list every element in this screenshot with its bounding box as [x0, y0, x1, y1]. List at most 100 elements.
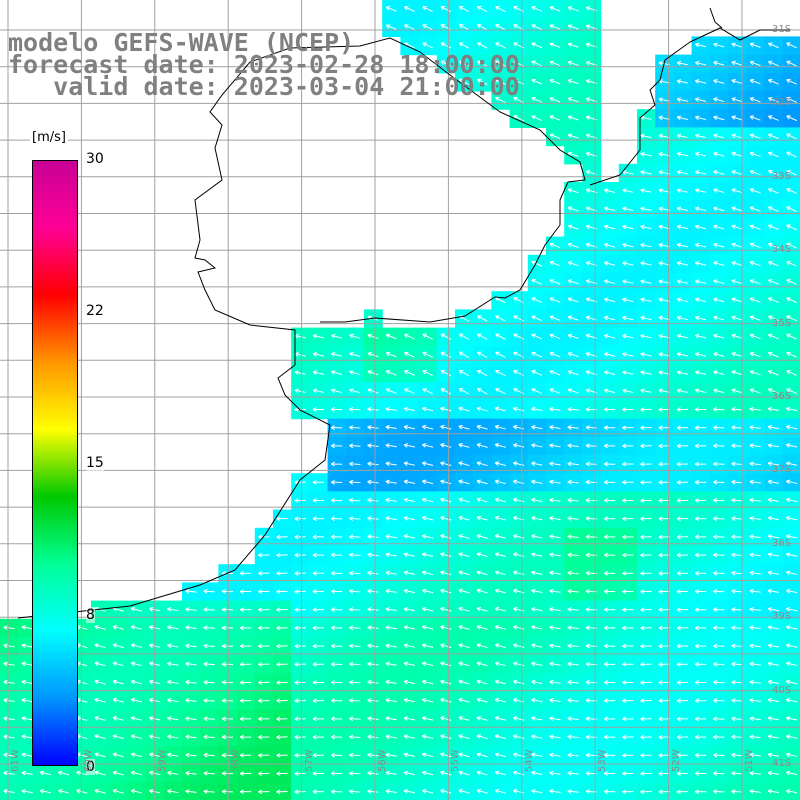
wind-arrow — [495, 333, 506, 340]
wind-arrow — [713, 352, 725, 357]
wind-arrow — [676, 261, 688, 266]
wind-arrow — [404, 6, 415, 12]
wind-arrow — [622, 352, 634, 357]
colorbar — [32, 160, 78, 766]
wind-arrow — [531, 6, 543, 12]
wind-arrow — [713, 242, 725, 248]
longitude-label: 57W — [303, 749, 315, 772]
wind-arrow — [731, 97, 743, 103]
wind-arrow — [422, 333, 433, 340]
wind-arrow — [404, 351, 415, 358]
wind-arrow — [749, 206, 761, 212]
wind-arrow — [440, 333, 451, 340]
wind-arrow — [567, 242, 579, 248]
wind-arrow — [477, 333, 488, 340]
wind-arrow — [640, 151, 652, 157]
wind-arrow — [440, 406, 452, 412]
wind-arrow — [695, 188, 707, 193]
wind-arrow — [695, 388, 707, 394]
wind-arrow — [749, 60, 761, 67]
wind-arrow — [331, 388, 343, 394]
wind-arrow — [676, 388, 688, 394]
wind-arrow — [549, 242, 561, 249]
wind-arrow — [622, 407, 634, 412]
wind-arrow — [731, 406, 743, 412]
wind-arrow — [713, 206, 725, 212]
wind-arrow — [622, 370, 634, 375]
wind-arrow — [458, 351, 470, 358]
wind-arrow — [458, 369, 470, 377]
wind-arrow — [440, 351, 451, 358]
wind-arrow — [731, 260, 743, 267]
wind-arrow — [422, 406, 434, 412]
wind-arrow — [695, 242, 707, 248]
wind-arrow — [786, 242, 797, 249]
wind-arrow — [640, 352, 652, 357]
wind-arrow — [768, 333, 779, 340]
wind-arrow — [658, 242, 670, 248]
wind-arrow — [622, 188, 634, 193]
wind-arrow — [622, 242, 634, 248]
wind-arrow — [495, 96, 506, 104]
longitude-label: 60W — [83, 749, 95, 772]
latitude-label: 31S — [772, 24, 792, 35]
wind-arrow — [549, 351, 561, 358]
wind-arrow — [294, 370, 306, 375]
wind-arrow — [349, 388, 361, 394]
wind-arrow — [549, 42, 561, 48]
wind-arrow — [786, 115, 797, 122]
wind-arrow — [604, 188, 616, 193]
longitude-label: 55W — [450, 749, 462, 772]
longitude-label: 58W — [230, 749, 242, 772]
wind-arrow — [603, 425, 616, 431]
wind-arrow — [367, 351, 379, 358]
colorbar-tick-8: 8 — [86, 607, 95, 623]
wind-arrow — [604, 206, 616, 212]
wind-arrow — [495, 315, 506, 322]
wind-arrow — [640, 242, 652, 248]
wind-arrow — [640, 388, 652, 394]
wind-arrow — [567, 260, 579, 267]
wind-arrow — [768, 78, 779, 85]
wind-arrow — [531, 60, 543, 67]
wind-arrow — [713, 224, 725, 230]
wind-arrow — [731, 224, 743, 230]
wind-arrow — [567, 297, 579, 303]
wind-arrow — [604, 279, 616, 284]
wind-arrow — [695, 97, 707, 102]
wind-arrow — [477, 388, 488, 395]
wind-arrow — [658, 97, 670, 102]
longitude-label: 54W — [523, 749, 535, 772]
wind-arrow — [312, 370, 324, 375]
wind-arrow — [640, 224, 652, 230]
wind-arrow — [367, 370, 379, 376]
wind-arrow — [786, 333, 797, 340]
wind-arrow — [676, 224, 688, 230]
wind-arrow — [495, 388, 506, 395]
wind-arrow — [640, 315, 652, 321]
wind-arrow — [349, 351, 361, 357]
wind-arrow — [549, 315, 561, 321]
wind-arrow — [694, 425, 707, 431]
wind-arrow — [312, 388, 324, 394]
wind-arrow — [531, 115, 543, 121]
wind-arrow — [495, 351, 506, 358]
longitude-label: 56W — [377, 749, 388, 772]
wind-arrow — [567, 133, 579, 139]
wind-arrow — [713, 97, 725, 103]
wind-arrow — [713, 279, 725, 285]
wind-arrow — [786, 224, 797, 231]
wind-arrow — [749, 351, 761, 358]
wind-arrow — [477, 42, 488, 49]
wind-arrow — [658, 425, 670, 431]
wind-arrow — [495, 24, 506, 31]
wind-arrow — [786, 279, 797, 285]
wind-arrow — [768, 260, 779, 267]
wind-arrow — [731, 115, 743, 121]
wind-arrow — [549, 425, 561, 430]
wind-arrow — [458, 42, 470, 49]
wind-arrow — [768, 388, 779, 394]
wind-arrow — [531, 351, 543, 358]
wind-arrow — [440, 424, 452, 430]
